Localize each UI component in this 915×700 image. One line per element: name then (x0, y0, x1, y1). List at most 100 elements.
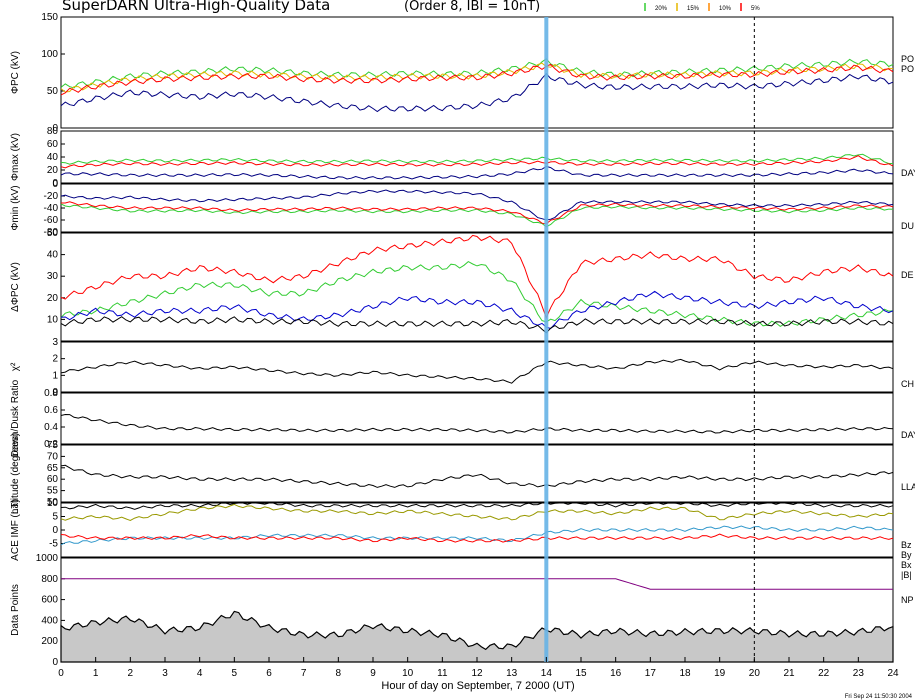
y-tick-label: 3 (52, 337, 58, 348)
y-tick-label: -40 (44, 203, 59, 214)
panel-3: 10 20 30 40 50 ΔΦPC (kV) DE (10, 228, 914, 342)
panel-frame (60, 341, 894, 393)
series-line (60, 358, 894, 384)
y-tick-label: 0 (52, 525, 58, 536)
y-tick-label: -80 (44, 227, 59, 238)
x-axis-label: Hour of day on September, 7 2000 (UT) (381, 680, 574, 692)
legend-label: 5% (751, 6, 760, 12)
x-tick-label: 6 (266, 668, 272, 679)
x-tick-label: 1 (93, 668, 99, 679)
y-axis-label: χ² (10, 362, 21, 371)
panel-right-label: |B| (901, 570, 912, 580)
y-tick-label: 5 (52, 512, 58, 523)
x-tick-label: 3 (162, 668, 168, 679)
series-line (60, 502, 894, 510)
y-tick-label: 55 (47, 486, 59, 497)
panel-right-label: Bz (901, 540, 912, 550)
x-tick-label: 10 (402, 668, 414, 679)
y-tick-label: 70 (47, 451, 59, 462)
x-tick-label: 7 (301, 668, 307, 679)
y-tick-label: 2 (52, 354, 58, 365)
x-tick-label: 8 (336, 668, 342, 679)
x-tick-label: 9 (370, 668, 376, 679)
y-tick-label: -60 (44, 215, 59, 226)
x-tick-label: 20 (749, 668, 761, 679)
panel-2: -80-60-40-200 Φmin (kV) DU (10, 179, 914, 238)
panel-right-label: DU (901, 221, 914, 231)
x-tick-label: 23 (853, 668, 865, 679)
y-tick-label: 75 (47, 440, 59, 451)
y-tick-label: 100 (41, 49, 58, 60)
y-tick-label: -20 (44, 191, 59, 202)
y-tick-label: 10 (47, 498, 59, 509)
y-tick-label: 400 (41, 615, 58, 626)
x-tick-label: 14 (541, 668, 553, 679)
x-tick-label: 5 (232, 668, 238, 679)
panel-right-label: By (901, 550, 912, 560)
x-tick-label: 12 (471, 668, 483, 679)
series-line (60, 153, 893, 165)
series-line (60, 533, 894, 543)
y-axis-label: Φmin (kV) (10, 185, 21, 230)
x-tick-label: 2 (128, 668, 134, 679)
chart-title: SuperDARN Ultra-High-Quality Data (62, 0, 330, 14)
series-line (60, 464, 894, 488)
y-tick-label: 10 (47, 314, 59, 325)
y-tick-label: 30 (47, 271, 59, 282)
x-tick-label: 19 (714, 668, 726, 679)
series-line (60, 503, 894, 522)
x-tick-label: 22 (818, 668, 830, 679)
panel-right-label: DAY (901, 430, 915, 440)
x-tick-label: 18 (679, 668, 691, 679)
series-line (60, 316, 894, 334)
panel-right-label: NP (901, 595, 914, 605)
series-line (61, 578, 893, 590)
timestamp: Fri Sep 24 11:50:30 2004 (845, 694, 913, 700)
panel-right-label: DE (901, 270, 914, 280)
legend-label: 15% (687, 6, 700, 12)
y-tick-label: 0.8 (44, 388, 58, 399)
y-axis-label: ΦPC (kV) (10, 51, 21, 94)
series-area (60, 610, 894, 663)
panel-frame (60, 16, 894, 129)
panel-frame (60, 232, 894, 342)
y-tick-label: 800 (41, 574, 58, 585)
panel-1: 0 20 40 60 80 Φmax (kV) DAY (10, 126, 915, 189)
series-line (60, 413, 894, 434)
x-tick-label: 21 (783, 668, 795, 679)
y-tick-label: 40 (47, 250, 59, 261)
panel-frame (60, 392, 894, 445)
panel-frame (60, 444, 894, 503)
x-axis: 0 1 2 3 4 5 6 7 8 9 10 11 12 13 14 15 16 17 18 19 20 21 22 23 24 (58, 657, 899, 679)
panel-right-label: LLA (901, 482, 915, 492)
panel-8: 0 200 400 600 800 1000 Data Points NP (10, 553, 914, 668)
panel-5: 0.2 0.4 0.6 0.8 Dawn/Dusk Ratio DAY (10, 379, 915, 457)
y-tick-label: 0 (52, 179, 58, 190)
y-tick-label: 200 (41, 636, 58, 647)
y-tick-label: 150 (41, 12, 58, 23)
y-tick-label: 20 (47, 165, 59, 176)
chart-subtitle: (Order 8, IBI = 10nT) (404, 0, 540, 14)
y-tick-label: 80 (47, 126, 59, 137)
y-tick-label: 50 (47, 228, 59, 239)
panel-right-label: PO (901, 54, 914, 64)
panel-right-label: DAY (901, 168, 915, 178)
series-line (60, 165, 894, 180)
panel-right-label: PO (901, 64, 914, 74)
y-axis-label: ΔΦPC (kV) (10, 262, 21, 312)
y-tick-label: 0 (52, 123, 58, 134)
legend-label: 20% (655, 6, 668, 12)
y-axis-label: Latitude (degrees) (10, 433, 21, 514)
y-tick-label: 50 (47, 86, 59, 97)
x-tick-label: 11 (437, 668, 448, 679)
x-tick-label: 17 (645, 668, 657, 679)
y-axis-label: Φmax (kV) (10, 133, 21, 181)
y-tick-label: 60 (47, 474, 59, 485)
y-tick-label: 20 (47, 293, 59, 304)
x-tick-label: 13 (506, 668, 518, 679)
y-tick-label: 50 (47, 497, 59, 508)
